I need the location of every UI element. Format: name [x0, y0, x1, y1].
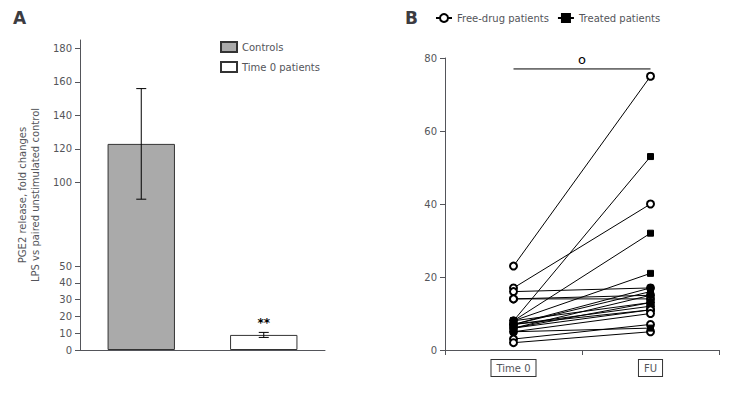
svg-text:PGE2 release, fold changes: PGE2 release, fold changes	[17, 127, 28, 263]
svg-text:30: 30	[59, 294, 72, 305]
svg-text:180: 180	[53, 43, 72, 54]
svg-text:100: 100	[53, 177, 72, 188]
svg-text:160: 160	[53, 76, 72, 87]
svg-text:140: 140	[53, 110, 72, 121]
svg-text:0: 0	[431, 345, 437, 356]
svg-text:Free-drug patients: Free-drug patients	[457, 13, 549, 24]
svg-text:Controls: Controls	[242, 42, 283, 53]
svg-text:50: 50	[59, 261, 72, 272]
svg-text:80: 80	[424, 53, 437, 64]
svg-text:A: A	[13, 8, 27, 28]
svg-text:120: 120	[53, 143, 72, 154]
svg-text:B: B	[405, 8, 418, 28]
svg-text:o: o	[578, 52, 586, 67]
svg-text:**: **	[257, 316, 270, 330]
svg-text:FU: FU	[644, 363, 657, 374]
svg-text:0: 0	[66, 345, 72, 356]
svg-text:20: 20	[59, 311, 72, 322]
svg-text:Time 0: Time 0	[495, 363, 530, 374]
svg-text:Time 0 patients: Time 0 patients	[241, 62, 320, 73]
svg-text:40: 40	[424, 199, 437, 210]
svg-text:Treated patients: Treated patients	[578, 13, 660, 24]
svg-text:LPS vs paired unstimulated con: LPS vs paired unstimulated control	[30, 108, 41, 282]
svg-text:20: 20	[424, 272, 437, 283]
svg-text:60: 60	[424, 126, 437, 137]
svg-text:40: 40	[59, 277, 72, 288]
svg-text:10: 10	[59, 328, 72, 339]
